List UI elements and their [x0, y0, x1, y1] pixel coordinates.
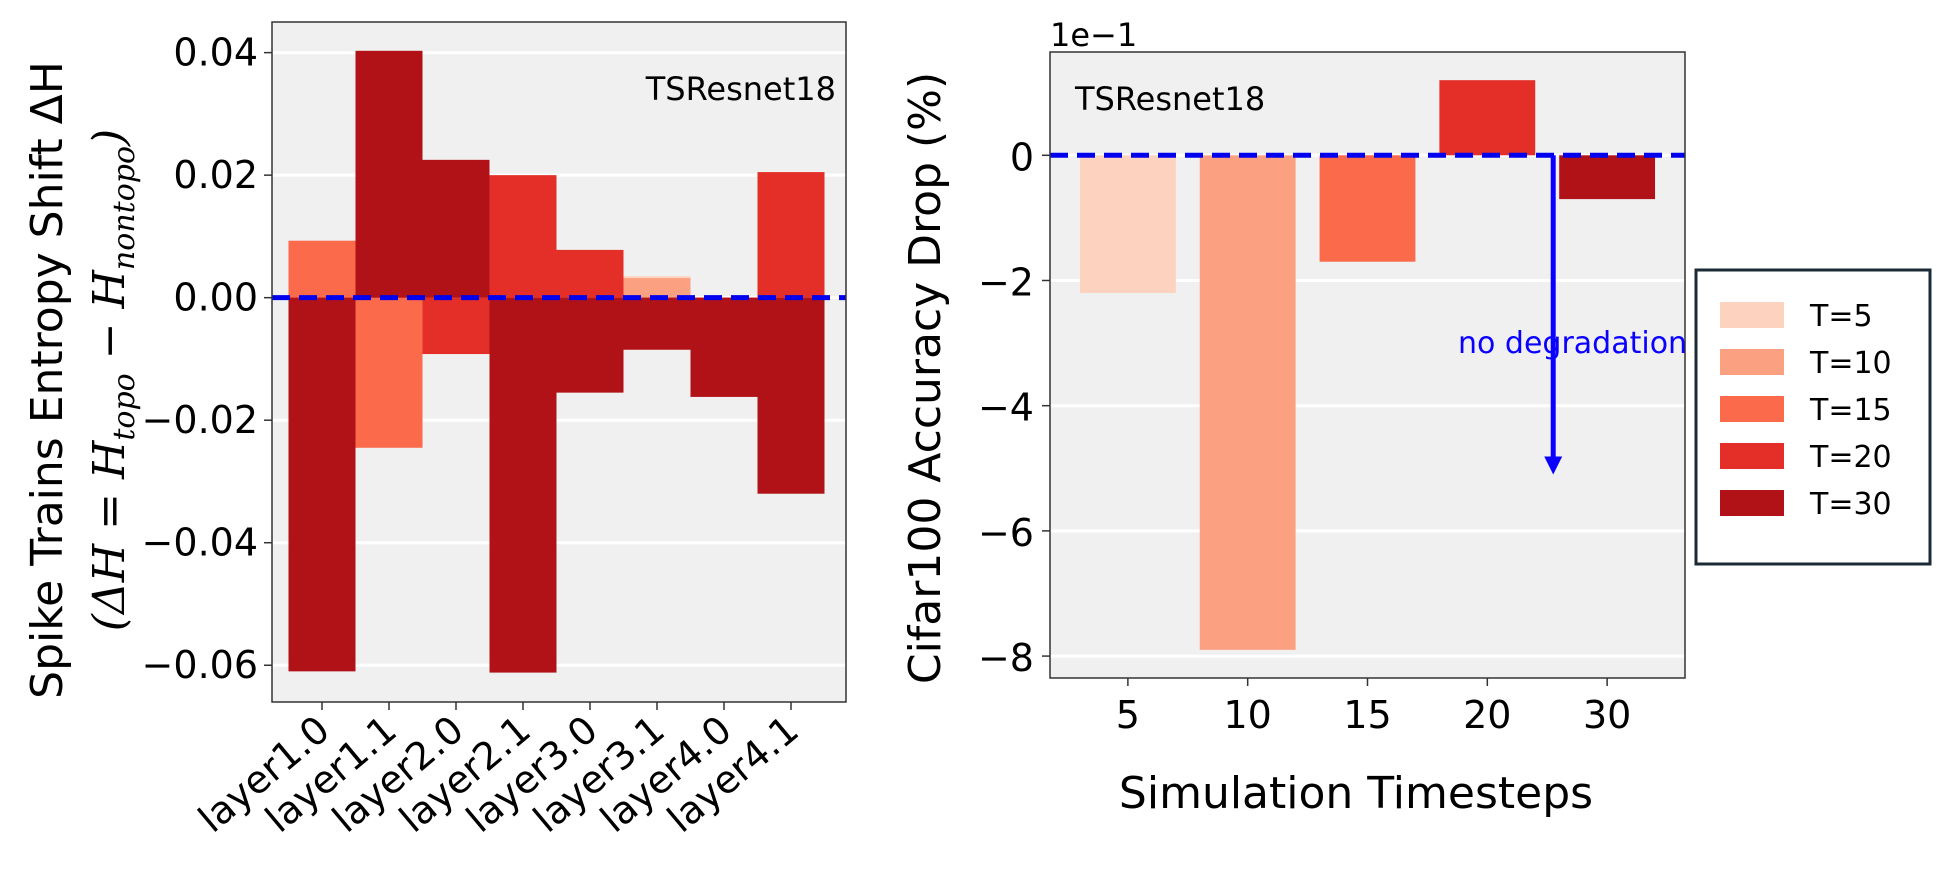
legend: T=5 T=10 T=15 T=20 T=30	[1694, 268, 1932, 566]
left-ytick-label: −0.06	[142, 643, 258, 687]
left-bar	[556, 297, 624, 393]
left-x-ticks: layer1.0layer1.1layer2.0layer2.1layer3.0…	[190, 702, 807, 841]
entropy-shift-chart: 0.04 0.02 0.00 −0.02 −0.04 −0.06 layer1.0laye…	[22, 21, 847, 841]
left-panel-title: TSResnet18	[645, 70, 836, 108]
legend-swatch	[1720, 443, 1784, 469]
left-bar	[623, 278, 691, 298]
left-bar	[556, 249, 624, 298]
right-ytick-label: −2	[978, 260, 1034, 304]
right-scale-label: 1e−1	[1050, 16, 1137, 54]
right-bar	[1319, 155, 1416, 262]
left-bar	[489, 297, 557, 673]
right-plot-area	[1050, 52, 1685, 678]
right-ylabel-text: Cifar100 Accuracy Drop (%)	[900, 72, 951, 684]
right-xtick-label: 5	[1116, 693, 1140, 737]
right-bars	[1079, 80, 1656, 650]
right-ylabel: Cifar100 Accuracy Drop (%)	[900, 72, 951, 684]
legend-label: T=15	[1809, 393, 1892, 428]
left-bar	[757, 297, 825, 494]
legend-swatch	[1720, 490, 1784, 516]
legend-swatch	[1720, 396, 1784, 422]
right-xtick-label: 30	[1583, 693, 1631, 737]
legend-swatch	[1720, 302, 1784, 328]
accuracy-drop-chart: 0 −2 −4 −6 −8 5 10 15 20 30 1e−1 TSResnet18 no d…	[900, 16, 1687, 819]
left-plot-frame	[271, 21, 847, 703]
right-xtick-label: 20	[1463, 693, 1511, 737]
left-bar	[288, 297, 356, 672]
no-degradation-label: no degradation	[1458, 326, 1687, 361]
left-bar	[623, 297, 691, 350]
right-xtick-label: 10	[1224, 693, 1272, 737]
left-ylabel-line1: Spike Trains Entropy Shift ΔH	[22, 61, 73, 699]
left-y-ticks: 0.04 0.02 0.00 −0.02 −0.04 −0.06	[142, 31, 272, 687]
left-ylabel-line2: (ΔH = Htopo − Hnontopo)	[84, 129, 142, 631]
right-xlabel: Simulation Timesteps	[1119, 768, 1593, 819]
left-ytick-label: 0.04	[173, 31, 258, 75]
left-ylabel-formula: (ΔH = Htopo − Hnontopo)	[84, 129, 142, 631]
right-bar	[1439, 80, 1536, 156]
legend-swatch	[1720, 349, 1784, 375]
left-ylabel: Spike Trains Entropy Shift ΔH	[22, 61, 73, 699]
right-bar	[1559, 155, 1656, 200]
left-ytick-label: −0.04	[142, 521, 258, 565]
right-panel-title: TSResnet18	[1074, 80, 1265, 118]
left-ytick-label: 0.02	[173, 153, 258, 197]
left-bar	[422, 159, 490, 298]
arrow-head-icon	[1544, 456, 1563, 475]
legend-items: T=5 T=10 T=15 T=20 T=30	[1720, 299, 1892, 522]
left-bar	[489, 175, 557, 298]
left-bar	[690, 297, 758, 397]
left-bar	[422, 297, 490, 355]
left-bar	[288, 240, 356, 298]
right-bar	[1079, 155, 1176, 294]
left-bar	[757, 172, 825, 298]
right-ytick-label: −4	[978, 386, 1034, 430]
left-bar	[355, 50, 423, 298]
left-bar	[355, 297, 423, 448]
left-bars	[288, 50, 825, 673]
right-xtick-label: 15	[1343, 693, 1391, 737]
legend-label: T=20	[1809, 440, 1892, 475]
legend-label: T=30	[1809, 487, 1892, 522]
right-ytick-label: −8	[978, 636, 1034, 680]
legend-label: T=10	[1809, 346, 1892, 381]
left-ytick-label: 0.00	[173, 276, 258, 320]
right-ytick-label: 0	[1010, 135, 1034, 179]
right-y-ticks: 0 −2 −4 −6 −8	[978, 135, 1050, 680]
right-ytick-label: −6	[978, 511, 1034, 555]
right-x-ticks: 5 10 15 20 30	[1116, 678, 1631, 737]
right-bar	[1199, 155, 1296, 650]
legend-label: T=5	[1809, 299, 1873, 334]
left-ytick-label: −0.02	[142, 398, 258, 442]
